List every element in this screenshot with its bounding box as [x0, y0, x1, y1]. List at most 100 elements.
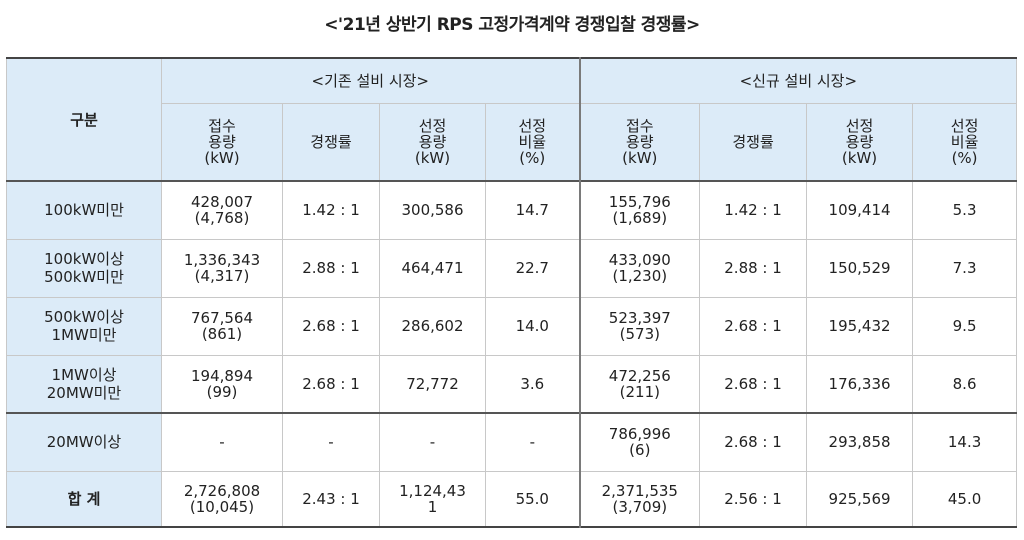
header-line: (kW) [414, 148, 451, 167]
header-line: 용량 [845, 132, 874, 151]
received-count: (1,689) [612, 209, 668, 228]
new-selected-capacity-header: 선정 용량 (kW) [806, 102, 914, 182]
selected-line: 109,414 [828, 201, 891, 220]
selected-line: 464,471 [401, 259, 464, 277]
existing-received-cell: 1,336,343 (4,317) [161, 238, 283, 298]
new-received-cell: 2,371,535 (3,709) [578, 470, 701, 528]
row-label-line: 500kW미만 [44, 268, 124, 286]
row-label: 100kW미만 [6, 180, 162, 240]
selected-line: 925,569 [828, 489, 891, 508]
new-ratio-cell: 2.68 : 1 [699, 296, 808, 356]
table-row: 100kW이상 500kW미만 1,336,343 (4,317) 2.88 :… [6, 238, 1018, 298]
row-label: 500kW이상 1MW미만 [6, 296, 162, 356]
row-label: 20MW이상 [6, 412, 162, 472]
existing-pct-cell: 55.0 [484, 470, 581, 528]
existing-pct-cell: 22.7 [484, 238, 581, 298]
existing-selection-ratio-header: 선정 비율 (%) [484, 102, 581, 182]
received-count: (99) [206, 382, 238, 401]
received-count: (573) [619, 325, 660, 343]
row-label: 1MW이상 20MW미만 [6, 354, 162, 414]
new-competition-rate-header: 경쟁률 [699, 102, 808, 182]
selected-line: 286,602 [401, 317, 464, 335]
competition-rate-table: 구분 <기존 설비 시장> <신규 설비 시장> 접수 용량 (kW) 경쟁률 … [6, 57, 1018, 528]
header-line: (kW) [841, 148, 878, 167]
existing-received-cell: 428,007 (4,768) [161, 180, 283, 240]
new-pct-cell: 7.3 [912, 238, 1018, 298]
row-label-line: 100kW이상 [44, 250, 124, 268]
header-line: (kW) [622, 148, 658, 167]
table-row: 20MW이상 - - - - 786,996 (6) 2.68 : 1 293,… [6, 412, 1018, 472]
existing-selected-cell: 464,471 [379, 238, 486, 298]
new-received-capacity-header: 접수 용량 (kW) [578, 102, 701, 182]
selected-line: 150,529 [828, 259, 891, 277]
received-capacity: 194,894 [190, 366, 254, 385]
received-count: (6) [629, 441, 651, 460]
received-capacity: 523,397 [608, 309, 671, 327]
existing-received-cell: 194,894 (99) [161, 354, 283, 414]
header-line: 용량 [208, 132, 236, 151]
existing-pct-cell: 3.6 [484, 354, 581, 414]
new-selected-cell: 925,569 [806, 470, 914, 528]
received-count: (10,045) [189, 497, 255, 516]
table-row: 100kW미만 428,007 (4,768) 1.42 : 1 300,586… [6, 180, 1018, 240]
header-line: 접수 [208, 116, 236, 135]
received-capacity: 767,564 [190, 309, 254, 327]
row-label-line: 20MW이상 [46, 433, 122, 452]
header-line: (%) [951, 148, 978, 167]
new-selection-ratio-header: 선정 비율 (%) [912, 102, 1018, 182]
new-pct-cell: 9.5 [912, 296, 1018, 356]
new-received-cell: 523,397 (573) [578, 296, 701, 356]
selected-line: 195,432 [828, 317, 891, 335]
new-ratio-cell: 2.88 : 1 [699, 238, 808, 298]
existing-ratio-cell: 2.68 : 1 [282, 296, 380, 356]
selected-line: 1 [427, 497, 438, 516]
received-count: (861) [201, 325, 243, 343]
existing-market-header: <기존 설비 시장> [160, 57, 581, 104]
existing-selected-cell: 286,602 [379, 296, 486, 356]
received-count: (1,230) [612, 267, 668, 285]
new-received-cell: 786,996 (6) [578, 412, 701, 472]
selected-line: 1,124,43 [399, 481, 466, 500]
new-selected-cell: 109,414 [806, 180, 914, 240]
existing-ratio-cell: - [282, 412, 380, 472]
row-label: 합 계 [6, 470, 162, 528]
existing-selected-cell: - [379, 412, 486, 472]
new-ratio-cell: 1.42 : 1 [699, 180, 808, 240]
new-selected-cell: 176,336 [806, 354, 914, 414]
table-title: <'21년 상반기 RPS 고정가격계약 경쟁입찰 경쟁률> [324, 15, 700, 35]
existing-selected-cell: 300,586 [379, 180, 486, 240]
row-label-line: 합 계 [67, 489, 101, 508]
row-label: 100kW이상 500kW미만 [6, 238, 162, 298]
received-capacity: 786,996 [608, 425, 671, 444]
selected-line: 300,586 [401, 201, 464, 220]
existing-pct-cell: 14.0 [484, 296, 581, 356]
received-count: (211) [619, 382, 660, 401]
received-capacity: 155,796 [608, 193, 671, 212]
received-count: (4,317) [194, 267, 250, 285]
table-row: 500kW이상 1MW미만 767,564 (861) 2.68 : 1 286… [6, 296, 1018, 356]
new-received-cell: 433,090 (1,230) [578, 238, 701, 298]
received-capacity: 2,371,535 [601, 481, 678, 500]
selected-line: 72,772 [406, 374, 459, 393]
new-selected-cell: 293,858 [806, 412, 914, 472]
header-line: 선정 [950, 116, 979, 135]
existing-selected-capacity-header: 선정 용량 (kW) [379, 102, 486, 182]
header-line: (%) [519, 148, 546, 167]
header-line: 접수 [625, 116, 654, 135]
selected-line: 293,858 [828, 433, 891, 452]
row-label-line: 100kW미만 [44, 201, 124, 220]
received-capacity: 433,090 [608, 251, 671, 269]
new-pct-cell: 45.0 [912, 470, 1018, 528]
received-capacity: - [219, 433, 225, 452]
existing-competition-rate-header: 경쟁률 [282, 102, 380, 182]
new-pct-cell: 14.3 [912, 412, 1018, 472]
new-market-header: <신규 설비 시장> [578, 57, 1018, 104]
table-row: 1MW이상 20MW미만 194,894 (99) 2.68 : 1 72,77… [6, 354, 1018, 414]
header-line: 선정 [845, 116, 874, 135]
new-pct-cell: 5.3 [912, 180, 1018, 240]
selected-line: 176,336 [828, 374, 891, 393]
new-ratio-cell: 2.68 : 1 [699, 354, 808, 414]
new-selected-cell: 195,432 [806, 296, 914, 356]
new-ratio-cell: 2.56 : 1 [699, 470, 808, 528]
existing-pct-cell: - [484, 412, 581, 472]
